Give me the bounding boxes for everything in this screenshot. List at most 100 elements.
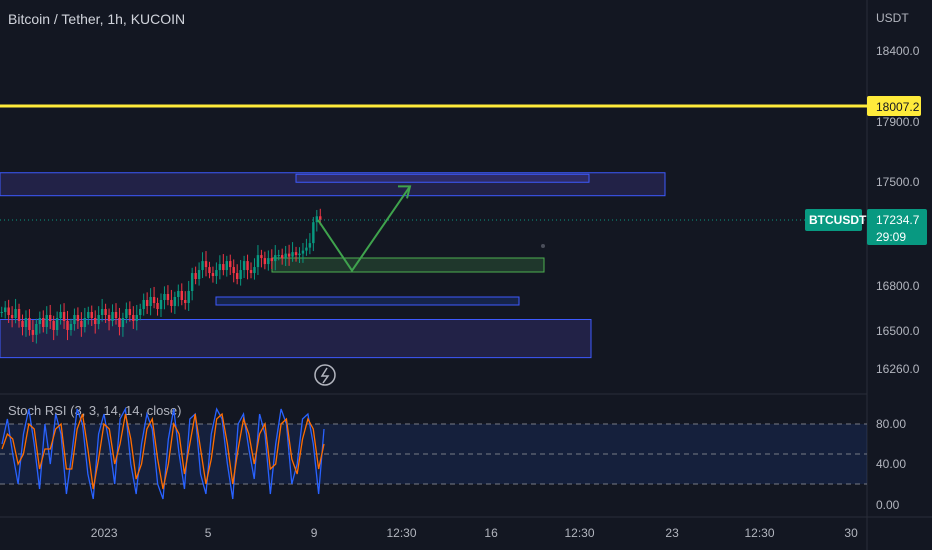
candle: [242, 261, 246, 271]
candle: [222, 264, 225, 271]
candle: [249, 270, 253, 274]
candle: [132, 315, 135, 321]
candle: [128, 309, 132, 315]
price-tick-label: 16800.0: [876, 279, 920, 293]
candle: [24, 318, 28, 327]
candle: [253, 267, 256, 274]
candle: [121, 318, 125, 327]
candle: [94, 318, 97, 324]
candle: [3, 307, 7, 312]
candle: [215, 270, 218, 277]
stoch-k-line: [1, 406, 325, 500]
projection-path[interactable]: [317, 185, 411, 273]
support-resistance-zone: [295, 173, 590, 183]
candle: [274, 255, 277, 262]
target-zone: [271, 257, 545, 273]
support-resistance-zone: [0, 319, 592, 359]
candle: [305, 247, 308, 251]
support-resistance-zone: [215, 296, 520, 306]
chart-title: Bitcoin / Tether, 1h, KUCOIN: [8, 11, 186, 27]
rsi-tick-label: 0.00: [876, 498, 900, 512]
lightning-bolt: [320, 367, 330, 384]
candle: [28, 318, 31, 330]
candle: [315, 216, 319, 223]
candle: [204, 261, 208, 268]
candle: [270, 258, 274, 262]
candle: [197, 270, 201, 280]
candle: [10, 315, 14, 318]
candle: [163, 294, 166, 300]
candle: [194, 273, 197, 280]
price-tick-label: 18400.0: [876, 44, 920, 58]
marker-dot: [541, 244, 545, 248]
price-tick-label: 16260.0: [876, 362, 920, 376]
candle: [173, 297, 177, 306]
support-resistance-zone: [0, 172, 666, 197]
candle: [83, 318, 87, 327]
candle: [100, 309, 104, 315]
candle: [152, 297, 156, 303]
candle: [38, 318, 42, 324]
time-tick-label: 16: [484, 526, 498, 540]
candle: [35, 324, 38, 335]
time-tick-label: 2023: [91, 526, 118, 540]
indicator-label: Stoch RSI (3, 3, 14, 14, close): [8, 403, 182, 418]
candle: [156, 303, 159, 309]
candle: [301, 250, 305, 254]
time-tick-label: 9: [311, 526, 318, 540]
symbol-tag: [805, 209, 862, 231]
candle: [107, 315, 111, 321]
candle: [229, 261, 232, 268]
candle: [149, 297, 152, 306]
candle: [287, 253, 291, 257]
candle: [319, 216, 322, 220]
candle: [145, 300, 149, 306]
candle: [142, 300, 145, 309]
candle: [308, 243, 312, 248]
candle: [80, 321, 83, 327]
candle: [135, 315, 138, 321]
candle: [201, 261, 204, 271]
candle: [177, 291, 180, 297]
candle: [125, 309, 128, 318]
candle: [166, 294, 170, 300]
candle: [52, 321, 55, 330]
candle: [280, 255, 284, 259]
lightning-icon[interactable]: [314, 364, 336, 386]
candle: [73, 315, 76, 324]
candle: [284, 253, 287, 259]
price-tick-label: 17500.0: [876, 175, 920, 189]
candle: [218, 264, 222, 271]
candle: [76, 315, 80, 321]
candle: [55, 318, 59, 330]
candle: [277, 255, 280, 257]
countdown-label: 29:09: [876, 230, 906, 244]
candle: [159, 300, 163, 309]
candle: [294, 252, 298, 256]
candle: [187, 291, 190, 303]
candle: [267, 258, 270, 265]
last-price-label: 17234.7: [876, 213, 920, 227]
time-tick-label: 23: [665, 526, 679, 540]
candle: [104, 309, 107, 315]
candle: [114, 312, 118, 318]
arrow-head-icon: [398, 185, 412, 199]
rsi-tick-label: 40.00: [876, 457, 906, 471]
price-tick-label: 16500.0: [876, 324, 920, 338]
time-tick-label: 30: [844, 526, 858, 540]
candle: [170, 300, 173, 306]
candle: [239, 270, 242, 280]
candle: [211, 273, 215, 277]
candle: [111, 312, 114, 321]
candle: [184, 300, 187, 303]
symbol-tag-label: BTCUSDT: [809, 213, 867, 227]
candle: [87, 312, 90, 318]
candle: [225, 261, 228, 271]
candle: [66, 321, 69, 330]
candle: [62, 312, 66, 321]
rsi-tick-label: 80.00: [876, 417, 906, 431]
candle: [69, 324, 73, 330]
candle: [42, 318, 45, 327]
candle: [90, 312, 93, 318]
